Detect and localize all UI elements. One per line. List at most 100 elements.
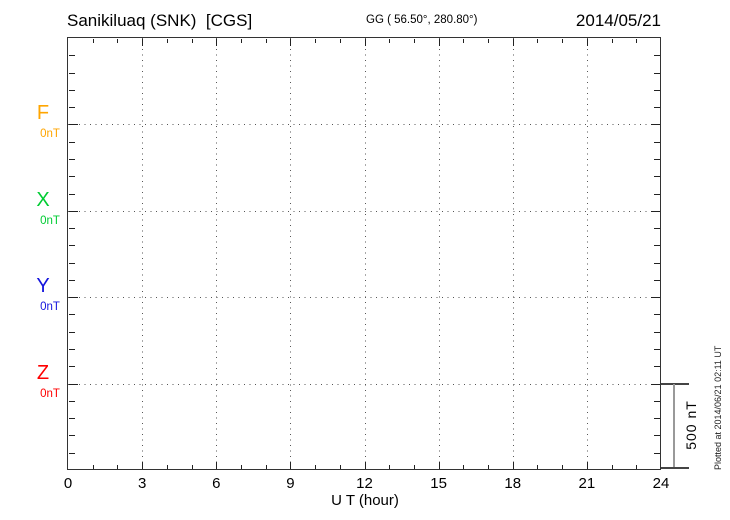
axis-tick [654, 55, 660, 57]
component-label-Z: Z [36, 361, 50, 384]
axis-tick [463, 39, 465, 43]
axis-tick [69, 210, 78, 212]
hour-gridline [586, 38, 588, 470]
axis-tick [651, 210, 660, 212]
axis-tick [654, 245, 660, 247]
axis-tick [216, 462, 218, 469]
plotted-at-note: Plotted at 2014/06/21 02:11 UT [713, 345, 723, 470]
axis-tick [651, 297, 660, 299]
hour-gridline [364, 38, 366, 470]
hour-tick-label: 9 [286, 475, 295, 492]
axis-tick [654, 89, 660, 91]
axis-tick [364, 462, 366, 469]
axis-tick [69, 124, 78, 126]
axis-tick [654, 366, 660, 368]
axis-tick [654, 279, 660, 281]
axis-tick [216, 39, 218, 46]
axis-tick [463, 465, 465, 469]
component-baseline-value-Y: 0nT [40, 301, 60, 314]
axis-tick [69, 176, 75, 178]
baseline-gridline-X [68, 210, 661, 212]
axis-tick [654, 158, 660, 160]
axis-tick [69, 262, 75, 264]
axis-tick [654, 314, 660, 316]
component-baseline-value-X: 0nT [40, 214, 60, 227]
hour-tick-label: 18 [504, 475, 522, 492]
axis-tick [389, 465, 391, 469]
axis-tick [69, 418, 75, 420]
axis-tick [537, 39, 539, 43]
component-baseline-value-F: 0nT [40, 128, 60, 141]
axis-tick [290, 462, 292, 469]
axis-tick [562, 465, 564, 469]
hour-tick-label: 0 [63, 475, 73, 492]
axis-tick [636, 39, 638, 43]
axis-tick [654, 193, 660, 195]
axis-tick [651, 124, 660, 126]
axis-tick [654, 452, 660, 454]
axis-tick [69, 452, 75, 454]
axis-tick [69, 193, 75, 195]
axis-tick [142, 39, 144, 46]
plot-area [67, 37, 661, 470]
axis-tick [69, 314, 75, 316]
axis-tick [69, 141, 75, 143]
axis-tick [389, 39, 391, 43]
axis-tick [315, 39, 317, 43]
axis-tick [586, 462, 588, 469]
hour-gridline [512, 38, 514, 470]
axis-tick [69, 383, 78, 385]
axis-tick [562, 39, 564, 43]
x-axis-title: U T (hour) [331, 492, 399, 509]
axis-tick [512, 462, 514, 469]
axis-tick [69, 72, 75, 74]
component-label-F: F [36, 102, 50, 125]
axis-tick [142, 462, 144, 469]
axis-tick [654, 141, 660, 143]
axis-tick [364, 39, 366, 46]
axis-tick [69, 89, 75, 91]
axis-tick [654, 349, 660, 351]
axis-tick [512, 39, 514, 46]
axis-tick [69, 107, 75, 109]
component-label-X: X [36, 188, 50, 211]
axis-tick [240, 465, 242, 469]
axis-tick [654, 176, 660, 178]
axis-tick [488, 39, 490, 43]
axis-tick [240, 39, 242, 43]
axis-tick [654, 331, 660, 333]
axis-tick [537, 465, 539, 469]
axis-tick [69, 228, 75, 230]
axis-tick [315, 465, 317, 469]
hour-tick-label: 24 [652, 475, 670, 492]
axis-tick [413, 39, 415, 43]
axis-tick [438, 462, 440, 469]
axis-tick [488, 465, 490, 469]
hour-tick-label: 6 [212, 475, 221, 492]
axis-tick [654, 262, 660, 264]
axis-tick [69, 279, 75, 281]
axis-tick [586, 39, 588, 46]
axis-tick [654, 228, 660, 230]
hour-gridline [216, 38, 218, 470]
axis-tick [265, 39, 267, 43]
hour-tick-label: 3 [137, 475, 147, 492]
axis-tick [611, 465, 613, 469]
axis-tick [69, 158, 75, 160]
hour-gridline [438, 38, 440, 470]
axis-tick [69, 349, 75, 351]
axis-tick [438, 39, 440, 46]
plot-date: 2014/05/21 [575, 11, 661, 30]
hour-tick-label: 12 [356, 475, 373, 492]
axis-tick [191, 465, 193, 469]
axis-tick [166, 39, 168, 43]
component-baseline-value-Z: 0nT [40, 387, 60, 400]
axis-tick [69, 400, 75, 402]
axis-tick [191, 39, 193, 43]
axis-tick [166, 465, 168, 469]
scalebar-top-cap [661, 382, 689, 385]
hour-tick-label: 21 [578, 475, 596, 492]
axis-tick [265, 465, 267, 469]
axis-tick [339, 39, 341, 43]
axis-tick [69, 435, 75, 437]
